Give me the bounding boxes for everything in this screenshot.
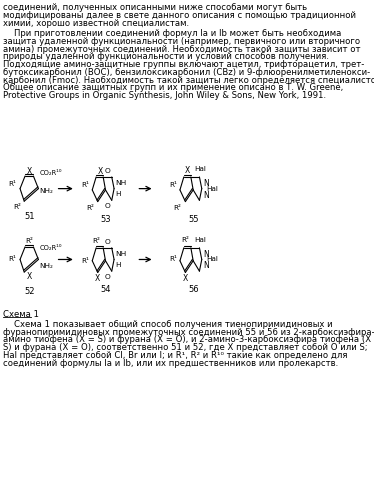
Text: химии, хорошо известной специалистам.: химии, хорошо известной специалистам. bbox=[3, 19, 190, 28]
Text: R¹: R¹ bbox=[169, 256, 177, 262]
Text: Hal: Hal bbox=[195, 166, 206, 172]
Text: R²: R² bbox=[174, 205, 181, 211]
Text: защита удаленной функциональности (например, первичного или вторичного: защита удаленной функциональности (напри… bbox=[3, 37, 361, 46]
Text: При приготовлении соединений формул Ia и Ib может быть необходима: При приготовлении соединений формул Ia и… bbox=[3, 29, 342, 38]
Text: Protective Groups in Organic Synthesis, John Wiley & Sons, New York, 1991.: Protective Groups in Organic Synthesis, … bbox=[3, 91, 327, 100]
Text: 55: 55 bbox=[188, 215, 199, 224]
Text: фуранопиримидиновых промежуточных соединений 55 и 56 из 2-карбоксиэфира-3-: фуранопиримидиновых промежуточных соедин… bbox=[3, 328, 374, 337]
Text: O: O bbox=[104, 168, 110, 174]
Text: X: X bbox=[185, 166, 190, 175]
Text: X: X bbox=[97, 167, 103, 176]
Text: NH: NH bbox=[116, 181, 127, 187]
Text: 54: 54 bbox=[100, 285, 111, 294]
Text: соединений, полученных описанными ниже способами могут быть: соединений, полученных описанными ниже с… bbox=[3, 3, 307, 12]
Text: R²: R² bbox=[86, 205, 94, 211]
Text: H: H bbox=[116, 191, 121, 197]
Text: O: O bbox=[104, 239, 110, 245]
Text: NH: NH bbox=[116, 251, 127, 257]
Text: природы удаленной функциональности и условий способов получения.: природы удаленной функциональности и усл… bbox=[3, 52, 329, 61]
Text: S) и фурана (Х = О), соответственно 51 и 52, где Х представляет собой О или S;: S) и фурана (Х = О), соответственно 51 и… bbox=[3, 343, 368, 352]
Text: R¹: R¹ bbox=[169, 182, 177, 188]
Text: карбонил (Fmoc). Наобходимость такой защиты легко определяется специалистом.: карбонил (Fmoc). Наобходимость такой защ… bbox=[3, 76, 374, 85]
Text: 52: 52 bbox=[24, 287, 34, 296]
Text: амино тиофена (Х = S) и фурана (Х = О), и 2-амино-3-карбоксиэфира тиофена (Х =: амино тиофена (Х = S) и фурана (Х = О), … bbox=[3, 335, 374, 344]
Text: 56: 56 bbox=[188, 285, 199, 294]
Text: 51: 51 bbox=[24, 213, 34, 222]
Text: соединений формулы Ia и Ib, или их предшественников или пролекарств.: соединений формулы Ia и Ib, или их предш… bbox=[3, 359, 338, 368]
Text: NH₂: NH₂ bbox=[39, 263, 53, 269]
Text: R¹: R¹ bbox=[8, 182, 16, 188]
Text: O: O bbox=[105, 203, 111, 209]
Text: N: N bbox=[204, 191, 209, 200]
Text: R²: R² bbox=[92, 238, 100, 244]
Text: модифицированы далее в свете данного описания с помощью традиционной: модифицированы далее в свете данного опи… bbox=[3, 11, 356, 20]
Text: Общее описание защитных групп и их применение описано в Т. W. Greene,: Общее описание защитных групп и их приме… bbox=[3, 83, 344, 92]
Text: Hal: Hal bbox=[206, 256, 218, 262]
Text: 53: 53 bbox=[100, 215, 111, 224]
Text: Hal: Hal bbox=[195, 237, 206, 243]
Text: R¹: R¹ bbox=[81, 258, 89, 264]
Text: CO₂R¹⁰: CO₂R¹⁰ bbox=[39, 246, 62, 251]
Text: Схема 1 показывает общий способ получения тиенопиримидиновых и: Схема 1 показывает общий способ получени… bbox=[3, 320, 333, 329]
Text: Схема 1: Схема 1 bbox=[3, 310, 39, 319]
Text: бутоксикарбонил (ВОС), бензилоксикарбонил (CBz) и 9-флюоренилметиленокси-: бутоксикарбонил (ВОС), бензилоксикарбони… bbox=[3, 68, 371, 77]
Text: R¹: R¹ bbox=[8, 256, 16, 262]
Text: Hal: Hal bbox=[206, 186, 218, 192]
Text: X: X bbox=[27, 167, 32, 176]
Text: X: X bbox=[95, 274, 100, 283]
Text: R²: R² bbox=[25, 238, 33, 244]
Text: H: H bbox=[116, 261, 121, 267]
Text: N: N bbox=[204, 179, 209, 188]
Text: X: X bbox=[183, 274, 188, 283]
Text: R²: R² bbox=[181, 237, 189, 243]
Text: Подходящие амино-защитные группы включают ацетил, трифторацетил, трет-: Подходящие амино-защитные группы включаю… bbox=[3, 60, 365, 69]
Text: X: X bbox=[27, 272, 32, 281]
Text: R²: R² bbox=[13, 205, 21, 211]
Text: O: O bbox=[105, 274, 111, 280]
Text: N: N bbox=[204, 261, 209, 270]
Text: NH₂: NH₂ bbox=[39, 189, 53, 195]
Text: R¹: R¹ bbox=[81, 182, 89, 188]
Text: CO₂R¹⁰: CO₂R¹⁰ bbox=[39, 170, 62, 176]
Text: Hal представляет собой Cl, Br или I; и R¹, R² и R¹⁰ такие как определено для: Hal представляет собой Cl, Br или I; и R… bbox=[3, 351, 348, 360]
Text: N: N bbox=[204, 250, 209, 259]
Text: амина) промежуточных соединений. Необходимость такой защиты зависит от: амина) промежуточных соединений. Необход… bbox=[3, 45, 361, 54]
